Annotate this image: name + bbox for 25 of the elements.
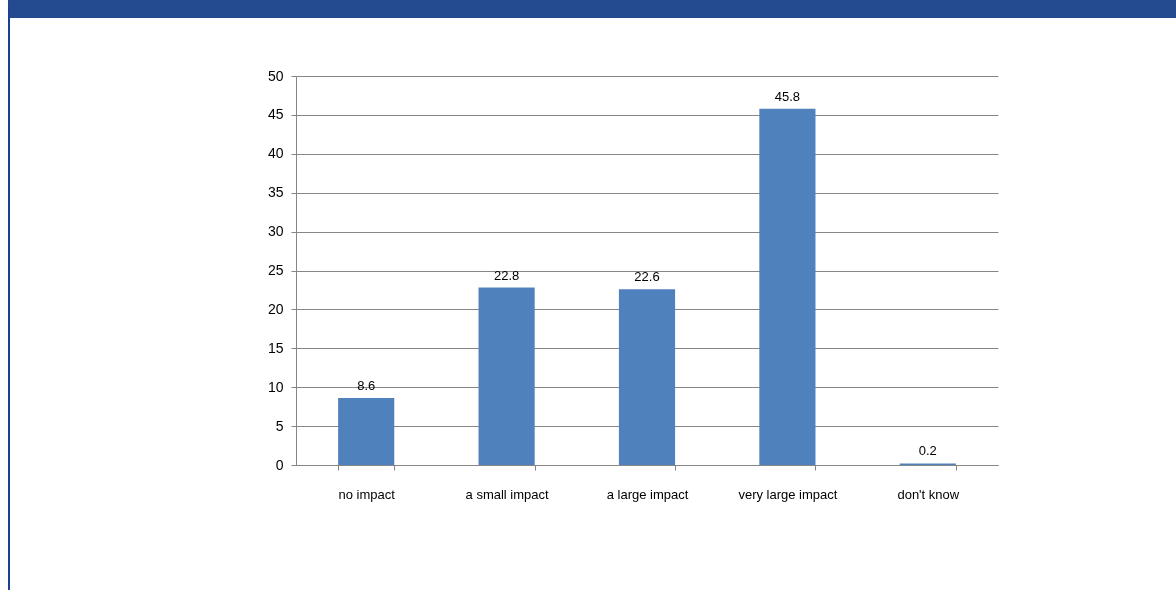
x-tick-label: a large impact <box>606 486 689 502</box>
bar <box>478 287 535 465</box>
x-tick-label: no impact <box>338 486 396 502</box>
y-tick-label: 50 <box>267 67 284 84</box>
y-tick-label: 30 <box>267 223 284 240</box>
y-tick-label: 15 <box>267 339 284 356</box>
bar <box>338 398 395 465</box>
x-tick-label: a small impact <box>465 486 550 502</box>
y-tick-label: 5 <box>275 417 284 434</box>
y-tick-label: 40 <box>267 145 284 162</box>
y-tick-label: 0 <box>275 456 284 473</box>
y-tick-label: 25 <box>267 262 284 278</box>
data-label: 45.8 <box>774 88 801 104</box>
y-tick-label: 45 <box>267 106 284 123</box>
x-tick-label: don't know <box>897 486 960 502</box>
x-tick-label: very large impact <box>738 486 838 502</box>
data-label: 22.6 <box>634 269 660 285</box>
data-label: 8.6 <box>357 378 376 394</box>
y-tick-label: 35 <box>267 184 284 201</box>
data-label: 22.8 <box>493 267 520 283</box>
y-tick-label: 20 <box>267 300 284 317</box>
bar <box>759 108 816 465</box>
y-tick-label: 10 <box>267 378 284 395</box>
data-label: 0.2 <box>918 443 937 459</box>
bar <box>618 289 676 465</box>
